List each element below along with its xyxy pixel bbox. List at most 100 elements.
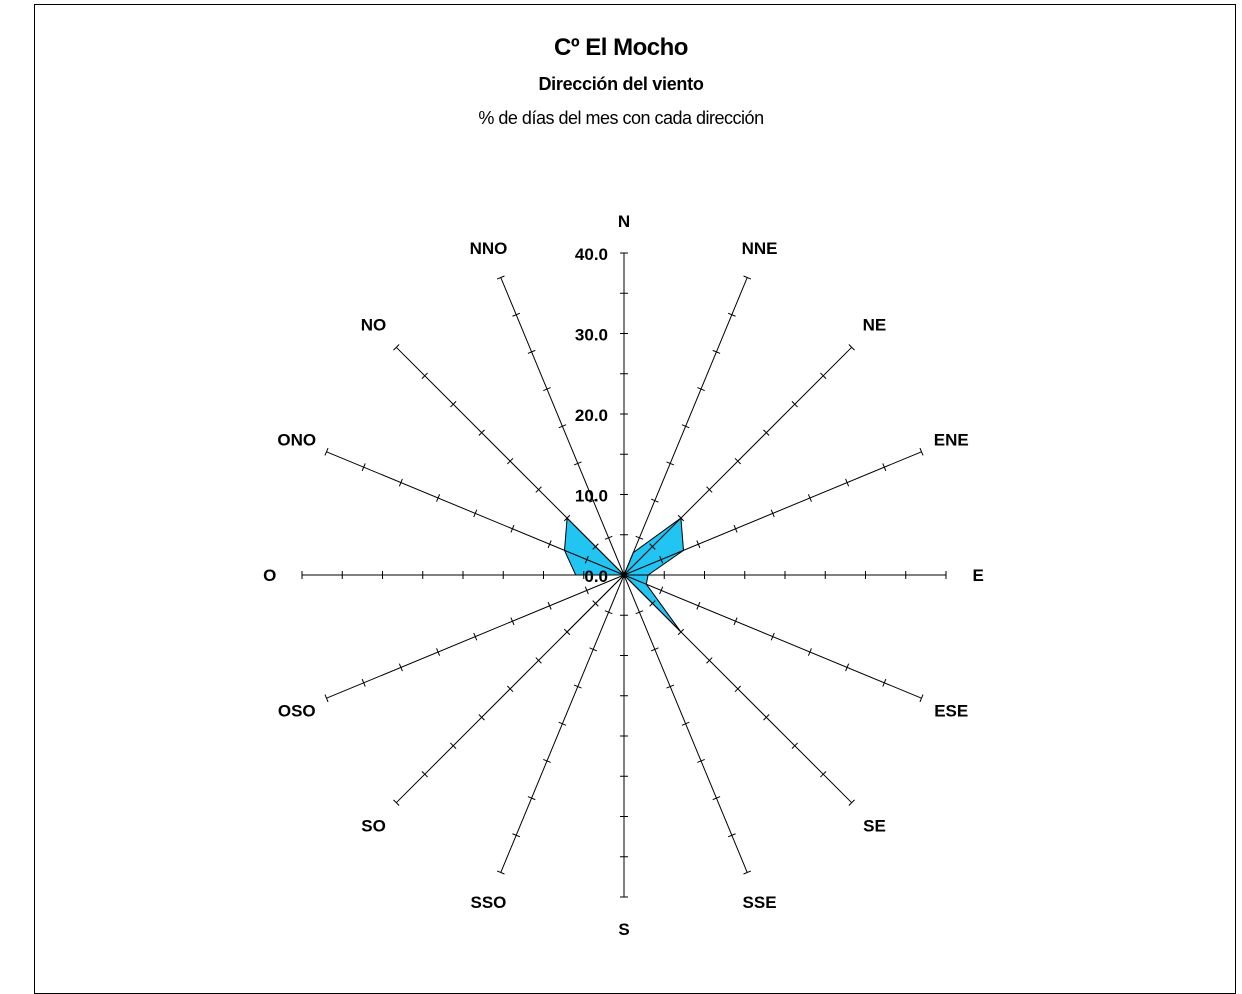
tick-mark bbox=[734, 685, 742, 693]
direction-label-OSO: OSO bbox=[278, 702, 316, 721]
direction-label-S: S bbox=[618, 920, 629, 939]
tick-mark bbox=[573, 684, 582, 689]
tick-mark bbox=[697, 387, 705, 392]
tick-mark bbox=[727, 312, 736, 317]
tick-mark bbox=[527, 796, 536, 801]
tick-mark bbox=[820, 372, 827, 379]
direction-label-O: O bbox=[263, 566, 276, 585]
tick-mark bbox=[666, 461, 675, 466]
tick-mark bbox=[324, 447, 329, 456]
tick-mark bbox=[573, 461, 582, 466]
axis-tick-label: 10.0 bbox=[575, 487, 608, 506]
tick-mark bbox=[592, 600, 599, 607]
tick-mark bbox=[589, 647, 598, 652]
direction-label-SSO: SSO bbox=[471, 893, 507, 912]
tick-mark bbox=[848, 799, 855, 806]
chart-subtitle: Dirección del viento bbox=[538, 74, 704, 94]
axis-tick-label: 40.0 bbox=[575, 245, 608, 264]
tick-mark bbox=[450, 401, 457, 408]
tick-mark bbox=[584, 555, 589, 564]
tick-mark bbox=[807, 494, 812, 502]
tick-mark bbox=[506, 457, 514, 465]
tick-mark bbox=[649, 600, 656, 607]
tick-mark bbox=[563, 628, 571, 636]
tick-mark bbox=[604, 535, 613, 540]
tick-mark bbox=[604, 610, 613, 615]
direction-label-ESE: ESE bbox=[934, 702, 968, 721]
tick-mark bbox=[421, 372, 428, 379]
tick-mark bbox=[727, 833, 736, 838]
direction-label-NO: NO bbox=[361, 316, 387, 335]
tick-mark bbox=[592, 543, 599, 550]
tick-mark bbox=[563, 514, 571, 522]
axis-tick-label: 30.0 bbox=[575, 326, 608, 345]
tick-mark bbox=[770, 632, 775, 641]
direction-label-SO: SO bbox=[361, 816, 386, 835]
tick-mark bbox=[535, 657, 542, 664]
tick-mark bbox=[681, 721, 690, 726]
tick-mark bbox=[450, 742, 457, 749]
tick-mark bbox=[393, 344, 400, 351]
direction-label-ENE: ENE bbox=[934, 430, 969, 449]
tick-mark bbox=[712, 349, 721, 354]
tick-mark bbox=[496, 870, 505, 875]
tick-mark bbox=[547, 601, 552, 610]
tick-mark bbox=[733, 617, 738, 626]
tick-mark bbox=[589, 498, 598, 503]
axis-tick-label: 20.0 bbox=[575, 406, 608, 425]
direction-label-SE: SE bbox=[863, 816, 886, 835]
tick-mark bbox=[807, 648, 812, 656]
tick-mark bbox=[848, 344, 855, 351]
tick-mark bbox=[659, 555, 664, 564]
chart-caption: % de días del mes con cada dirección bbox=[478, 108, 764, 128]
direction-label-E: E bbox=[973, 566, 984, 585]
tick-mark bbox=[650, 647, 659, 652]
tick-mark bbox=[677, 628, 685, 636]
tick-mark bbox=[635, 610, 644, 615]
tick-mark bbox=[506, 685, 514, 693]
tick-mark bbox=[649, 543, 656, 550]
tick-mark bbox=[398, 663, 403, 672]
tick-mark bbox=[706, 657, 713, 664]
tick-mark bbox=[734, 457, 742, 465]
tick-mark bbox=[696, 540, 701, 549]
tick-mark bbox=[845, 478, 850, 487]
tick-mark bbox=[712, 796, 721, 801]
tick-mark bbox=[919, 447, 924, 456]
tick-mark bbox=[820, 771, 827, 778]
tick-mark bbox=[543, 758, 551, 763]
axis-tick-label: 0.0 bbox=[584, 567, 608, 586]
tick-mark bbox=[791, 401, 798, 408]
direction-label-NNE: NNE bbox=[742, 239, 778, 258]
tick-mark bbox=[436, 648, 441, 656]
tick-mark bbox=[361, 678, 366, 687]
tick-mark bbox=[882, 678, 887, 687]
tick-mark bbox=[496, 275, 505, 280]
tick-mark bbox=[478, 429, 485, 436]
chart-title: Cº El Mocho bbox=[554, 34, 688, 61]
tick-mark bbox=[398, 478, 403, 487]
tick-mark bbox=[696, 601, 701, 610]
chart-frame bbox=[34, 4, 1236, 994]
tick-mark bbox=[547, 540, 552, 549]
tick-mark bbox=[659, 586, 664, 595]
tick-mark bbox=[512, 312, 521, 317]
tick-mark bbox=[512, 833, 521, 838]
tick-mark bbox=[473, 632, 478, 641]
tick-mark bbox=[791, 742, 798, 749]
tick-mark bbox=[919, 694, 924, 703]
tick-mark bbox=[558, 424, 567, 429]
tick-mark bbox=[543, 387, 551, 392]
tick-mark bbox=[845, 663, 850, 672]
tick-mark bbox=[510, 617, 515, 626]
tick-mark bbox=[361, 463, 366, 472]
tick-mark bbox=[882, 463, 887, 472]
tick-mark bbox=[706, 486, 713, 493]
direction-label-NE: NE bbox=[863, 316, 887, 335]
tick-mark bbox=[697, 758, 705, 763]
tick-mark bbox=[324, 694, 329, 703]
tick-mark bbox=[421, 771, 428, 778]
tick-mark bbox=[743, 275, 752, 280]
tick-mark bbox=[527, 349, 536, 354]
